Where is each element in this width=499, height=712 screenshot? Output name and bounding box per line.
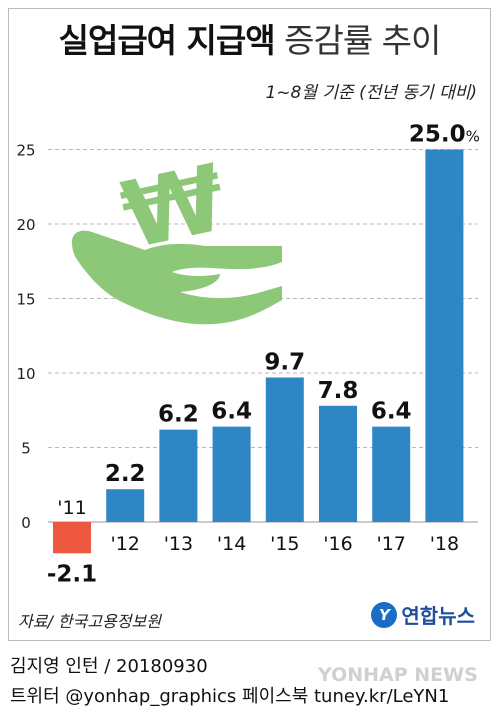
value-label: 6.2 (158, 402, 199, 428)
category-label: '14 (217, 533, 246, 555)
bar (53, 522, 91, 554)
y-tick-label: 0 (21, 514, 31, 532)
y-tick-label: 5 (21, 440, 31, 458)
bar (212, 426, 251, 522)
chart-title: 실업급여 지급액 증감률 추이 (0, 14, 499, 62)
title-bold: 실업급여 지급액 (58, 21, 276, 60)
value-label: 2.2 (105, 461, 146, 487)
source-note: 자료/ 한국고용정보원 (18, 612, 161, 631)
bar (265, 377, 304, 522)
y-tick-label: 25 (16, 142, 35, 160)
category-label: '11 (57, 497, 86, 519)
bar (319, 405, 357, 522)
social-line: 트위터 @yonhap_graphics 페이스북 tuney.kr/LeYN1 (10, 686, 450, 707)
watermark: YONHAP NEWS (318, 664, 478, 686)
agency-name: 연합뉴스 (401, 604, 475, 628)
chart-subtitle: 1~8월 기준 (전년 동기 대비) (265, 83, 477, 103)
value-unit: % (466, 128, 480, 146)
y-tick-label: 15 (16, 291, 35, 309)
bar (425, 149, 464, 522)
bar (106, 489, 145, 522)
y-tick-label: 10 (16, 365, 35, 383)
bar (159, 429, 198, 522)
value-label: 7.8 (318, 378, 359, 404)
value-label: 6.4 (211, 399, 252, 425)
value-label: 25.0% (409, 122, 480, 148)
value-label: 9.7 (264, 349, 305, 375)
y-tick-label: 20 (16, 216, 35, 234)
value-label: 6.4 (371, 399, 412, 425)
agency-logo: Y 연합뉴스 (371, 600, 475, 629)
hand-holding-won-icon: ₩ (72, 144, 282, 325)
category-label: '12 (110, 533, 139, 555)
category-label: '13 (164, 533, 193, 555)
title-light: 증감률 추이 (284, 21, 441, 60)
category-label: '15 (270, 533, 299, 555)
credit-line: 김지영 인턴 / 20180930 (10, 656, 208, 677)
bar (372, 426, 411, 522)
yonhap-logo-icon: Y (371, 601, 398, 628)
value-label: -2.1 (47, 561, 97, 587)
category-label: '18 (430, 533, 459, 555)
category-label: '16 (323, 533, 352, 555)
category-label: '17 (376, 533, 405, 555)
